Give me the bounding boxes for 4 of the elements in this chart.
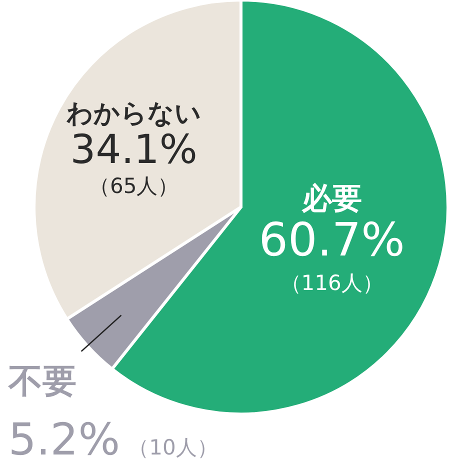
data-label: 34.1% （65人） bbox=[70, 127, 198, 198]
slice-label: わからない bbox=[65, 99, 202, 130]
data-label: 5.2% （10人） bbox=[8, 414, 218, 465]
slice-label: 不要 bbox=[7, 361, 76, 402]
